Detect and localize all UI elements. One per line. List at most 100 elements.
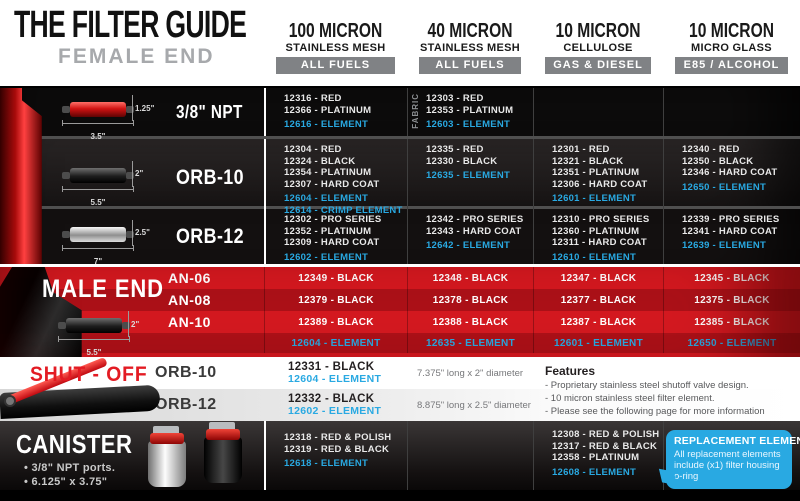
parts-cell: 12335 - RED 12330 - BLACK 12635 - ELEMENT	[407, 139, 533, 216]
shutoff-valve-photo	[0, 356, 168, 421]
fuel-badge: E85 / ALCOHOL	[675, 57, 788, 74]
part-cell: 12345 - BLACK	[663, 267, 800, 289]
parts-cell: FABRIC 12303 - RED 12353 - PLATINUM 12603…	[407, 88, 533, 136]
bottom-bar	[0, 490, 800, 501]
element-cell: 12635 - ELEMENT	[407, 333, 533, 353]
part-cell: 12378 - BLACK	[407, 289, 533, 311]
part-cell: 12388 - BLACK	[407, 311, 533, 333]
column-header-10-micron-cellulose: 10 MICRON CELLULOSE GAS & DIESEL	[533, 0, 663, 86]
dimension-note: 7.375" long x 2" diameter	[417, 367, 524, 379]
part-cell: 12375 - BLACK	[663, 289, 800, 311]
row-label: ORB-10	[176, 165, 245, 189]
part-cell: 12389 - BLACK	[264, 311, 407, 333]
chrome-canister-photo	[148, 426, 186, 487]
table-row-an08: AN-08 12379 - BLACK 12378 - BLACK 12377 …	[0, 289, 800, 311]
part-cell: 12348 - BLACK	[407, 267, 533, 289]
parts-cell: 12301 - RED 12321 - BLACK 12351 - PLATINUM…	[533, 139, 663, 216]
fuel-badge: GAS & DIESEL	[545, 57, 651, 74]
filter-illustration	[62, 226, 134, 242]
page-title: THE FILTER GUIDE	[14, 4, 247, 46]
table-row-an06: AN-06 12349 - BLACK 12348 - BLACK 12347 …	[0, 267, 800, 289]
part-cell: 12349 - BLACK	[264, 267, 407, 289]
parts-cell: 12339 - PRO SERIES 12341 - HARD COAT 1263…	[663, 209, 800, 264]
filter-illustration	[62, 167, 134, 183]
part-cell: 12387 - BLACK	[533, 311, 663, 333]
canister-photos	[146, 422, 262, 487]
width-dimension: 7"	[93, 256, 103, 266]
row-label: AN-08	[168, 292, 211, 308]
filter-dimension-drawing: 2" 5.5"	[62, 157, 164, 207]
row-label: ORB-12	[155, 396, 217, 413]
parts-cell-empty	[663, 88, 800, 136]
parts-cell: 12342 - PRO SERIES 12343 - HARD COAT 1264…	[407, 209, 533, 264]
part-cell: 12377 - BLACK	[533, 289, 663, 311]
column-header-40-micron: 40 MICRON STAINLESS MESH ALL FUELS	[407, 0, 533, 86]
parts-cell: 12302 - PRO SERIES 12352 - PLATINUM 12309 …	[264, 209, 407, 264]
element-cell: 12604 - ELEMENT	[264, 333, 407, 353]
shut-off-title: SHUT - OFF	[30, 363, 148, 386]
width-dimension: 5.5"	[90, 197, 106, 207]
column-header-100-micron: 100 MICRON STAINLESS MESH ALL FUELS	[264, 0, 407, 86]
filter-dimension-drawing: 1.25" 3.5"	[62, 91, 164, 141]
parts-cell-empty	[407, 421, 533, 490]
parts-cell: 12340 - RED 12350 - BLACK 12346 - HARD COA…	[663, 139, 800, 216]
table-row-orb10: 2" 5.5" ORB-10 12304 - RED 12324 - BLACK 1…	[0, 136, 800, 216]
page-header: THE FILTER GUIDE FEMALE END 100 MICRON S…	[0, 0, 800, 86]
canister-title: CANISTER	[16, 429, 133, 459]
male-end-section: MALE END 2" 5.5" AN-06 12349 - BLACK 123…	[0, 264, 800, 357]
female-end-section: 1.25" 3.5" 3/8" NPT 12316 - RED 12366 - P…	[0, 86, 800, 266]
parts-cell: 12308 - RED & POLISH 12317 - RED & BLACK 1…	[533, 421, 663, 490]
height-dimension: 2"	[135, 169, 144, 178]
column-header-10-micron-micro-glass: 10 MICRON MICRO GLASS E85 / ALCOHOL	[663, 0, 800, 86]
features-title: Features	[545, 364, 596, 378]
canister-section: CANISTER • 3/8" NPT ports. • 6.125" x 3.7…	[0, 421, 800, 490]
callout-body: All replacement elements include (x1) fi…	[674, 449, 781, 482]
canister-specs: • 3/8" NPT ports. • 6.125" x 3.75"	[24, 462, 116, 488]
filter-dimension-drawing: 2.5" 7"	[62, 216, 164, 266]
parts-cell: 12310 - PRO SERIES 12360 - PLATINUM 12311 …	[533, 209, 663, 264]
part-cell: 12347 - BLACK	[533, 267, 663, 289]
row-label-cell: CANISTER • 3/8" NPT ports. • 6.125" x 3.7…	[0, 421, 264, 490]
part-cell: 12385 - BLACK	[663, 311, 800, 333]
dimension-note: 8.875" long x 2.5" diameter	[417, 399, 531, 411]
features-block: Features - Proprietary stainless steel s…	[545, 364, 795, 418]
table-row-npt: 1.25" 3.5" 3/8" NPT 12316 - RED 12366 - P…	[0, 88, 800, 141]
parts-cell-empty	[533, 88, 663, 136]
filter-illustration	[62, 102, 134, 117]
height-dimension: 2.5"	[135, 228, 150, 237]
fuel-badge: ALL FUELS	[419, 57, 521, 74]
row-label-cell: 2" 5.5" ORB-10	[0, 139, 264, 216]
parts-cell: 12318 - RED & POLISH 12319 - RED & BLACK …	[264, 421, 407, 490]
row-label-cell: 1.25" 3.5" 3/8" NPT	[0, 88, 264, 141]
element-cell: 12601 - ELEMENT	[533, 333, 663, 353]
row-label: AN-06	[168, 270, 211, 286]
red-filter-photo	[0, 88, 42, 264]
black-canister-photo	[204, 422, 242, 483]
parts-cell: 12331 - BLACK 12604 - ELEMENT	[288, 361, 382, 385]
row-label-cell: 2.5" 7" ORB-12	[0, 209, 264, 266]
element-cell: 12650 - ELEMENT	[663, 333, 800, 353]
parts-cell: 12332 - BLACK 12602 - ELEMENT	[288, 393, 382, 417]
table-row-male-elements: 12604 - ELEMENT 12635 - ELEMENT 12601 - …	[0, 333, 800, 353]
table-row-orb12: 2.5" 7" ORB-12 12302 - PRO SERIES 12352 -…	[0, 206, 800, 266]
part-cell: 12379 - BLACK	[264, 289, 407, 311]
row-label: 3/8" NPT	[176, 101, 243, 122]
fabric-note: FABRIC	[411, 93, 420, 129]
row-label: ORB-12	[176, 224, 245, 248]
width-dimension: 3.5"	[90, 132, 106, 141]
features-list: - Proprietary stainless steel shutoff va…	[545, 380, 765, 417]
parts-cell: 12304 - RED 12324 - BLACK 12354 - PLATINUM…	[264, 139, 407, 216]
table-row-shutoff-orb10: ORB-10 12331 - BLACK 12604 - ELEMENT 7.3…	[0, 357, 800, 389]
title-block: THE FILTER GUIDE FEMALE END	[0, 0, 264, 86]
parts-cell: 12316 - RED 12366 - PLATINUM 12616 - ELEM…	[264, 88, 407, 136]
shut-off-section: SHUT - OFF Features - Proprietary stainl…	[0, 356, 800, 421]
height-dimension: 1.25"	[135, 103, 155, 113]
table-row-an10: AN-10 12389 - BLACK 12388 - BLACK 12387 …	[0, 311, 800, 333]
row-label: ORB-10	[155, 364, 217, 381]
female-end-section-label: FEMALE END	[58, 45, 215, 68]
row-label: AN-10	[168, 314, 211, 330]
fuel-badge: ALL FUELS	[276, 57, 395, 74]
